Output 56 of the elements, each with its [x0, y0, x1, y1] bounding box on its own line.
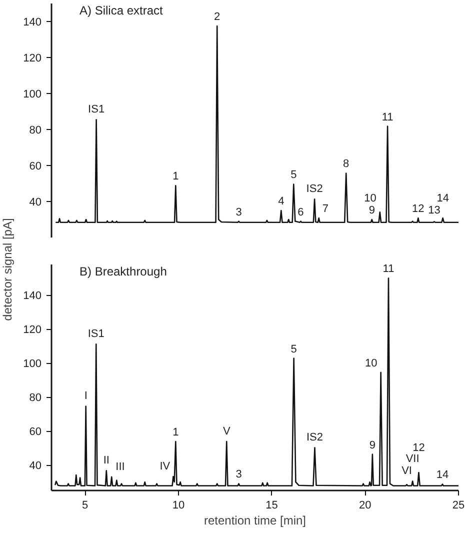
annotation: 8	[343, 158, 350, 170]
annotation: 9	[369, 439, 376, 452]
x-tick-label: 5	[82, 500, 88, 512]
y-tick-label: 60	[29, 160, 42, 172]
annotation: 5	[290, 169, 297, 182]
annotation: 6	[298, 206, 304, 218]
x-tick-label: 10	[172, 500, 185, 512]
annotation: 14	[436, 192, 449, 205]
annotation: IS2	[306, 183, 323, 196]
annotation: 13	[428, 204, 440, 217]
annotation: 14	[436, 469, 449, 482]
y-tick-label: 140	[23, 290, 42, 302]
annotation: 10	[364, 192, 376, 204]
line-series	[56, 25, 458, 224]
annotation: III	[116, 460, 125, 473]
y-tick-label: 100	[23, 358, 42, 370]
annotation: 12	[412, 203, 424, 216]
y-tick-label: 120	[23, 324, 42, 336]
y-tick-label: 80	[29, 124, 42, 136]
annotation: I	[84, 390, 88, 402]
annotation: VI	[402, 465, 412, 478]
annotation: 1	[172, 170, 179, 183]
y-tick-label: 40	[29, 196, 42, 208]
y-tick-label: 60	[29, 426, 42, 438]
annotation: 11	[382, 263, 394, 276]
annotation: 3	[236, 206, 242, 218]
annotation: 9	[368, 204, 375, 216]
y-tick-label: 120	[23, 52, 42, 64]
annotation: 1	[172, 426, 179, 439]
annotation: IS1	[88, 104, 105, 116]
annotation: VII	[406, 453, 420, 466]
annotation: 5	[290, 343, 297, 356]
annotation: 2	[214, 11, 220, 23]
annotation: 4	[278, 196, 284, 208]
annotation: IV	[160, 460, 171, 473]
annotation: IS2	[306, 432, 324, 444]
chart-title: A) Silica extract	[80, 4, 164, 18]
annotation: V	[222, 426, 231, 438]
annotation: 7	[322, 203, 329, 216]
annotation: II	[103, 454, 110, 467]
x-tick-label: 25	[452, 500, 465, 512]
x-axis-title: retention time [min]	[204, 514, 306, 528]
x-tick-label: 20	[359, 500, 372, 512]
annotation: 11	[382, 111, 394, 124]
y-tick-label: 100	[23, 88, 42, 100]
annotation: 12	[412, 442, 425, 454]
annotation: 10	[365, 357, 378, 370]
y-tick-label: 140	[23, 16, 42, 28]
chart-title: B) Breakthrough	[80, 264, 167, 278]
line-series	[54, 277, 458, 486]
y-tick-label: 40	[29, 460, 42, 472]
y-tick-label: 80	[29, 392, 42, 404]
y-axis-title: detector signal [pA]	[0, 218, 14, 321]
annotation: IS1	[88, 328, 104, 340]
x-tick-label: 15	[266, 500, 278, 512]
annotation: 3	[236, 468, 242, 481]
